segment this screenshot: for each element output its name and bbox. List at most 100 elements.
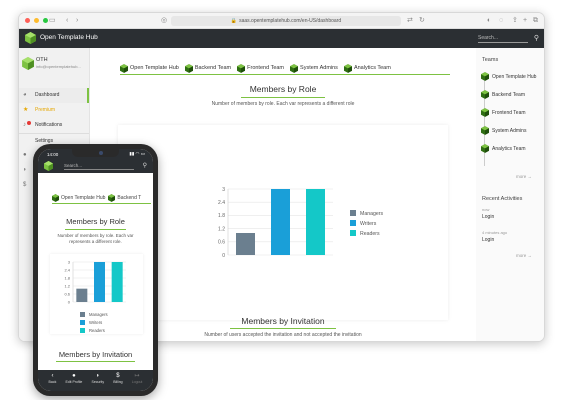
notification-badge: [27, 121, 31, 125]
team-tab-2[interactable]: Frontend Team: [237, 62, 284, 74]
minimize-window-button[interactable]: [34, 18, 39, 23]
address-bar[interactable]: 🔒 saas.opentemplatehub.com/en-US/dashboar…: [171, 16, 401, 26]
sidebar-item-notifications[interactable]: ♪ Notifications: [19, 118, 89, 133]
right-panel-team-0[interactable]: Open Template Hub: [481, 72, 536, 81]
lock-icon: 🔒: [230, 18, 238, 24]
mobile-nav-edit-profile[interactable]: ● Edit Profile: [65, 372, 82, 391]
right-panel-team-label: Analytics Team: [492, 145, 526, 152]
shield-icon: ◗: [23, 167, 27, 173]
contrast-icon[interactable]: ◐: [487, 17, 492, 24]
y-tick-label: 1.2: [64, 283, 70, 288]
mobile-screen: 14:00 ▮▮ ◠ ▭ Search... ⚲ Open Template H…: [38, 149, 153, 391]
legend-label: Readers: [360, 231, 380, 237]
search-icon[interactable]: ⚲: [533, 35, 539, 42]
sidebar-toggle-icon[interactable]: ▭: [49, 17, 56, 24]
search-input[interactable]: Search...: [478, 33, 528, 43]
mobile-nav-logout[interactable]: ↦ Logout: [132, 372, 143, 391]
mobile-nav-back[interactable]: ‹ Back: [49, 372, 57, 391]
y-tick-label: 1.8: [64, 275, 70, 280]
search-icon[interactable]: ⚲: [142, 163, 147, 169]
dollar-icon: $: [23, 182, 27, 188]
right-panel-team-4[interactable]: Analytics Team: [481, 144, 526, 153]
activity-date: now: [482, 207, 490, 212]
legend-label: Writers: [360, 221, 377, 227]
mobile-search-input[interactable]: Search...: [64, 162, 134, 170]
sidebar-item-billing[interactable]: $: [19, 178, 89, 193]
legend-swatch: [350, 210, 356, 216]
sidebar-item-premium[interactable]: ★ Premium: [19, 103, 89, 118]
mobile-team-tab-label: Open Template Hub: [61, 195, 106, 201]
maximize-window-button[interactable]: [43, 18, 48, 23]
mobile-members-by-role-chart: 0 0.6 1.2 1.8 2.4 3 Managers Writers Readers: [64, 259, 126, 333]
members-by-role-subtitle: Number of members by role. Each var repr…: [211, 101, 355, 107]
mobile-nav-label: Billing: [113, 380, 123, 384]
status-icons: ▮▮ ◠ ▭: [129, 151, 145, 156]
right-panel-team-1[interactable]: Backend Team: [481, 90, 525, 99]
right-panel-team-label: Backend Team: [492, 91, 525, 98]
mobile-nav-label: Logout: [131, 380, 143, 384]
share-icon[interactable]: ⇪: [512, 17, 518, 24]
activities-more-link[interactable]: more →: [516, 253, 533, 258]
bar-managers: [76, 288, 88, 302]
team-cube-icon: [237, 63, 246, 73]
team-tab-label: Frontend Team: [247, 65, 285, 71]
activity-text: Login: [482, 214, 495, 220]
right-panel-team-2[interactable]: Frontend Team: [481, 108, 526, 117]
right-panel-team-3[interactable]: System Admins: [481, 126, 526, 135]
sidebar-item-label: Settings: [35, 138, 54, 144]
activity-text: Login: [482, 237, 495, 243]
mobile-nav-billing[interactable]: $ Billing: [113, 372, 122, 391]
team-tab-3[interactable]: System Admins: [290, 62, 338, 74]
tab-overview-icon[interactable]: ⧉: [533, 17, 538, 24]
url-text: saas.opentemplatehub.com/en-US/dashboard: [239, 18, 342, 24]
privacy-shield-icon[interactable]: ◎: [161, 17, 168, 24]
bar-writers: [94, 262, 105, 302]
forward-arrow-icon[interactable]: ›: [76, 17, 79, 24]
mobile-chart-card: 0 0.6 1.2 1.8 2.4 3 Managers Writers Readers: [50, 254, 143, 334]
extension-icon[interactable]: ◌: [499, 17, 504, 24]
sidebar-item-dashboard[interactable]: ◕ Dashboard: [19, 88, 89, 103]
bar-readers: [111, 262, 123, 302]
mobile-nav-icon: ‹: [51, 373, 54, 379]
mobile-team-tab-0[interactable]: Open Template Hub: [52, 193, 105, 203]
mobile-app-header: Search... ⚲: [38, 159, 153, 173]
legend-swatch: [80, 312, 85, 317]
app-title: Open Template Hub: [40, 34, 98, 41]
back-arrow-icon[interactable]: ‹: [66, 17, 69, 24]
y-tick-label: 3: [68, 259, 71, 264]
sidebar-item-security[interactable]: ◗: [19, 163, 89, 178]
team-cube-icon: [184, 63, 193, 73]
teams-more-link[interactable]: more →: [516, 174, 533, 179]
app-logo-icon[interactable]: [44, 161, 53, 171]
team-tab-1[interactable]: Backend Team: [184, 62, 231, 74]
mobile-nav-label: Edit Profile: [65, 380, 83, 384]
y-tick-label: 1.2: [218, 226, 225, 232]
legend-label: Writers: [89, 320, 102, 325]
new-tab-icon[interactable]: +: [523, 17, 528, 24]
members-by-role-chart-card: 0 0.6 1.2 1.8 2.4 3 Managers Writers Readers: [118, 125, 448, 320]
mobile-nav-icon: ●: [72, 373, 76, 379]
profile-card[interactable]: OTH info@opentemplatehub...: [19, 48, 89, 88]
mobile-team-tab-1[interactable]: Backend T: [108, 193, 141, 203]
legend-swatch: [80, 328, 85, 333]
translate-icon[interactable]: ⇄: [407, 17, 413, 24]
close-window-button[interactable]: [25, 18, 30, 23]
reload-icon[interactable]: ↻: [419, 17, 425, 24]
app-logo-icon[interactable]: [25, 32, 36, 44]
team-tab-label: System Admins: [300, 65, 338, 71]
mobile-phone-frame: 14:00 ▮▮ ◠ ▭ Search... ⚲ Open Template H…: [33, 144, 158, 396]
mobile-nav-label: Back: [48, 380, 57, 384]
right-panel-team-label: System Admins: [492, 127, 527, 134]
team-tabs: Open Template Hub Backend Team Frontend Te…: [120, 62, 450, 75]
sidebar-item-label: Notifications: [35, 122, 63, 128]
mobile-members-by-invitation-title: Members by Invitation: [58, 350, 133, 359]
team-tab-4[interactable]: Analytics Team: [343, 62, 391, 74]
mobile-nav-security[interactable]: ◗ Security: [91, 372, 104, 391]
title-underline: [56, 361, 135, 362]
team-tab-0[interactable]: Open Template Hub: [120, 62, 179, 74]
mobile-members-by-role-title: Members by Role: [66, 217, 125, 226]
sidebar-item-settings[interactable]: Settings: [19, 133, 89, 148]
y-tick-label: 0.6: [64, 291, 70, 296]
mobile-bottom-nav: ‹ Back ● Edit Profile ◗ Security $ Billing ↦ Logo…: [38, 370, 153, 391]
profile-email: info@opentemplatehub...: [36, 64, 81, 69]
